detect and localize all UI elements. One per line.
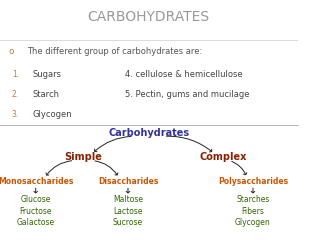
Text: Fibers: Fibers <box>242 207 264 216</box>
Text: 3.: 3. <box>12 110 19 119</box>
Text: o: o <box>9 48 14 56</box>
Text: Polysaccharides: Polysaccharides <box>218 177 288 186</box>
Text: Disaccharides: Disaccharides <box>98 177 158 186</box>
Text: Glycogen: Glycogen <box>33 110 72 119</box>
Text: 1.: 1. <box>12 70 19 79</box>
Text: Sucrose: Sucrose <box>113 218 143 227</box>
Text: Starches: Starches <box>236 195 270 204</box>
Text: Glycogen: Glycogen <box>235 218 271 227</box>
Text: The different group of carbohydrates are:: The different group of carbohydrates are… <box>27 48 202 56</box>
Text: Sugars: Sugars <box>33 70 62 79</box>
Text: Complex: Complex <box>199 152 247 162</box>
Text: Lactose: Lactose <box>113 207 143 216</box>
Text: Monosaccharides: Monosaccharides <box>0 177 73 186</box>
Text: Galactose: Galactose <box>17 218 55 227</box>
Text: Carbohydrates: Carbohydrates <box>108 128 189 138</box>
Text: Simple: Simple <box>64 152 102 162</box>
Text: Glucose: Glucose <box>20 195 51 204</box>
Text: 2.: 2. <box>12 90 19 99</box>
Text: 5. Pectin, gums and mucilage: 5. Pectin, gums and mucilage <box>125 90 250 99</box>
Text: Starch: Starch <box>33 90 60 99</box>
Text: CARBOHYDRATES: CARBOHYDRATES <box>88 10 210 24</box>
Text: 4. cellulose & hemicellulose: 4. cellulose & hemicellulose <box>125 70 243 79</box>
Text: Fructose: Fructose <box>20 207 52 216</box>
Text: Maltose: Maltose <box>113 195 143 204</box>
